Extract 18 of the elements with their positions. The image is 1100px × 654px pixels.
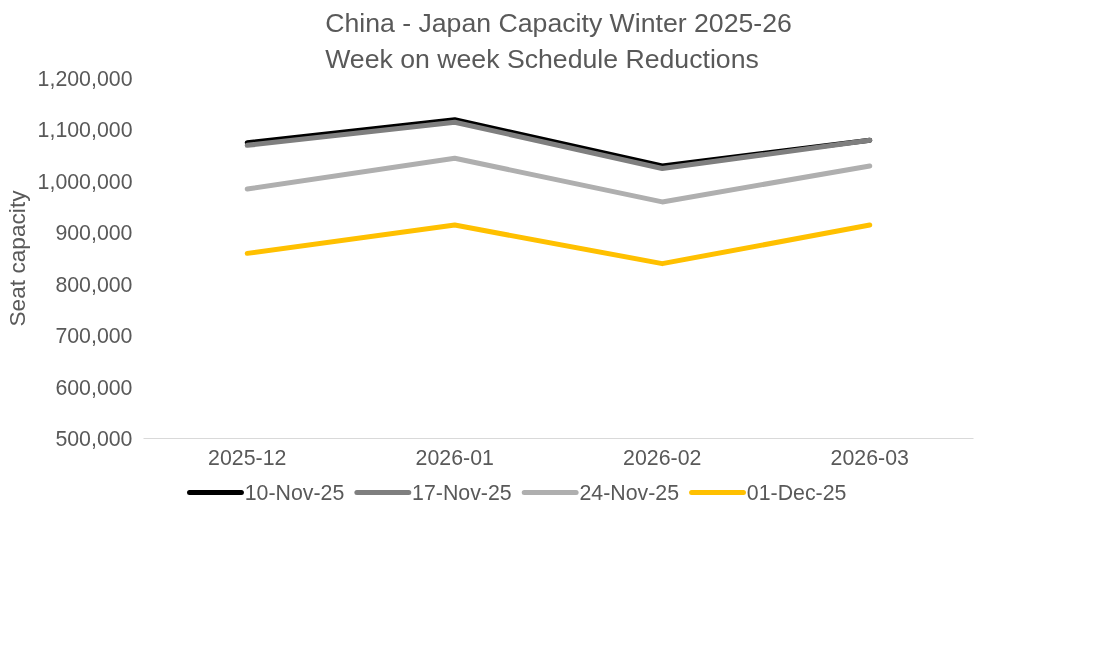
x-tick-label: 2026-03 — [830, 445, 909, 470]
y-tick-label: 800,000 — [55, 272, 133, 297]
chart-title: China - Japan Capacity Winter 2025-26 Week on week Schedule Reductions — [325, 7, 792, 74]
legend-label: 24-Nov-25 — [579, 480, 680, 505]
y-tick-label: 700,000 — [55, 324, 133, 349]
y-tick-label: 900,000 — [55, 221, 133, 246]
y-tick-label: 1,200,000 — [37, 67, 133, 91]
y-tick-label: 600,000 — [55, 375, 133, 400]
y-axis-title: Seat capacity — [3, 189, 30, 327]
legend-label: 10-Nov-25 — [244, 480, 345, 505]
x-tick-label: 2026-01 — [415, 445, 494, 470]
x-tick-label: 2025-12 — [208, 445, 287, 470]
legend-label: 17-Nov-25 — [412, 480, 512, 505]
y-tick-label: 1,100,000 — [37, 118, 133, 143]
legend-label: 01-Dec-25 — [746, 480, 847, 505]
x-tick-label: 2026-02 — [623, 445, 702, 470]
y-tick-label: 1,000,000 — [37, 169, 133, 194]
y-tick-label: 500,000 — [55, 427, 133, 451]
